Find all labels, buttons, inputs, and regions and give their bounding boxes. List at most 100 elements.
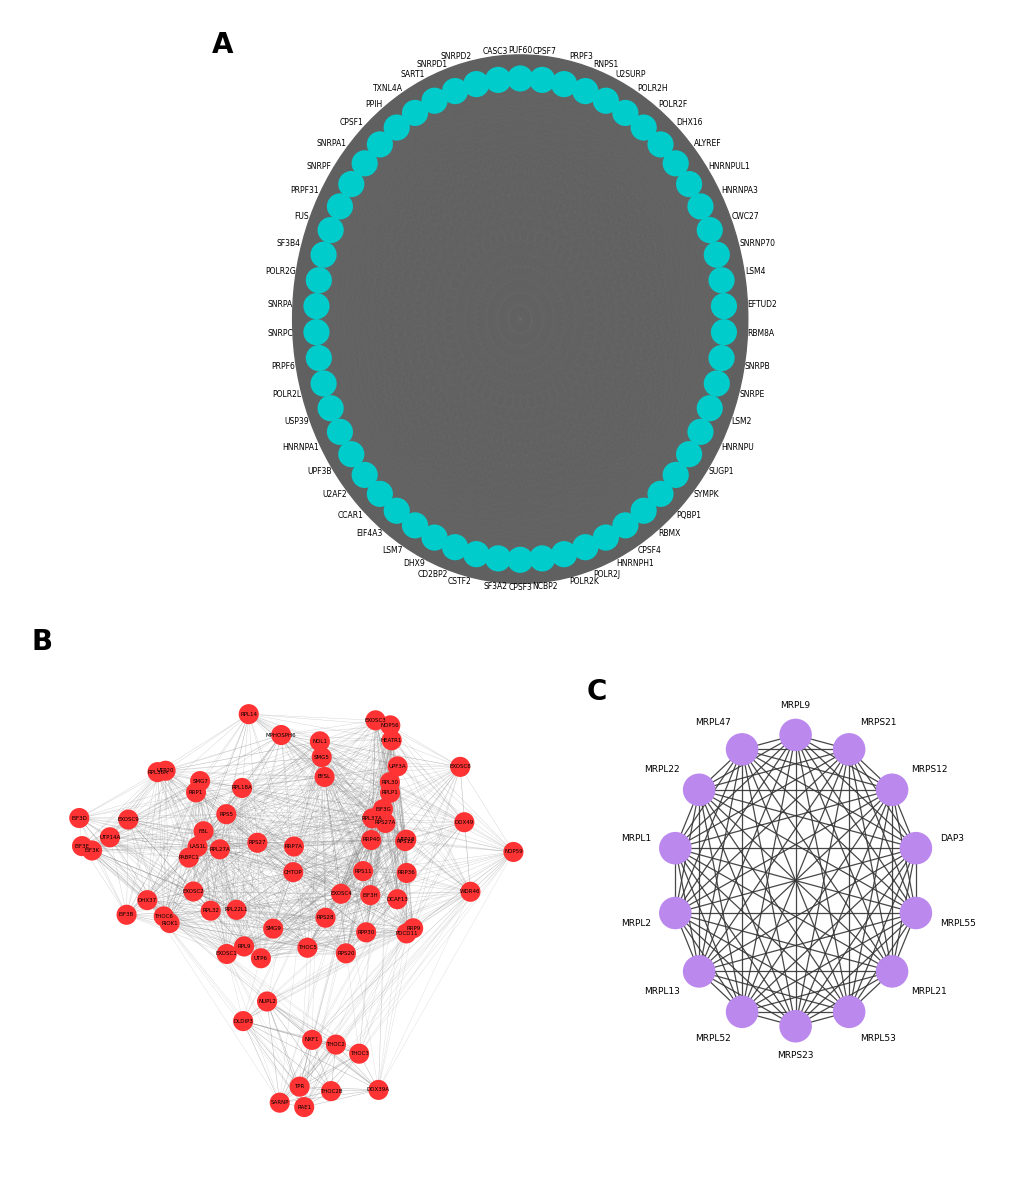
Circle shape bbox=[441, 534, 468, 560]
Circle shape bbox=[833, 995, 864, 1028]
Text: RPS11: RPS11 bbox=[354, 869, 372, 873]
Circle shape bbox=[148, 762, 167, 782]
Circle shape bbox=[303, 293, 329, 319]
Circle shape bbox=[485, 67, 511, 93]
Text: RBMX: RBMX bbox=[657, 530, 680, 539]
Circle shape bbox=[321, 1082, 340, 1102]
Circle shape bbox=[310, 241, 336, 268]
Text: DHX37: DHX37 bbox=[138, 897, 157, 903]
Circle shape bbox=[263, 918, 283, 939]
Text: EXOSC2: EXOSC2 bbox=[182, 889, 204, 894]
Text: UPF3B: UPF3B bbox=[307, 467, 331, 476]
Text: DDX39A: DDX39A bbox=[367, 1087, 389, 1092]
Circle shape bbox=[421, 525, 447, 551]
Text: POLR2G: POLR2G bbox=[265, 267, 296, 277]
Text: WDR46: WDR46 bbox=[460, 889, 480, 895]
Circle shape bbox=[271, 725, 291, 745]
Circle shape bbox=[283, 837, 304, 857]
Text: C: C bbox=[586, 678, 606, 707]
Circle shape bbox=[506, 65, 533, 91]
Circle shape bbox=[310, 732, 329, 752]
Text: MRPL9: MRPL9 bbox=[780, 701, 810, 710]
Text: MRPS21: MRPS21 bbox=[859, 717, 896, 727]
Circle shape bbox=[238, 704, 259, 725]
Circle shape bbox=[529, 67, 554, 93]
Circle shape bbox=[185, 782, 206, 803]
Text: A: A bbox=[211, 32, 232, 59]
Text: EXOSC9: EXOSC9 bbox=[117, 817, 139, 821]
Circle shape bbox=[362, 808, 382, 829]
Circle shape bbox=[352, 150, 377, 176]
Text: CSTF2: CSTF2 bbox=[447, 577, 471, 586]
Text: POLR2K: POLR2K bbox=[569, 577, 598, 586]
Text: TXNL4A: TXNL4A bbox=[373, 84, 403, 92]
Text: PUF60: PUF60 bbox=[507, 46, 532, 54]
Text: RPS27: RPS27 bbox=[249, 840, 266, 845]
Circle shape bbox=[449, 756, 470, 777]
Text: EIF3K: EIF3K bbox=[85, 847, 100, 853]
Circle shape bbox=[293, 1097, 314, 1117]
Circle shape bbox=[403, 918, 423, 939]
Circle shape bbox=[696, 395, 722, 421]
Circle shape bbox=[703, 370, 730, 397]
Text: RRP36: RRP36 bbox=[397, 870, 415, 876]
Circle shape bbox=[662, 150, 688, 176]
Circle shape bbox=[710, 319, 737, 345]
Circle shape bbox=[251, 948, 271, 968]
Circle shape bbox=[550, 71, 577, 97]
Circle shape bbox=[190, 771, 210, 791]
Text: PRPF3: PRPF3 bbox=[569, 52, 592, 61]
Text: U2SURP: U2SURP bbox=[615, 71, 646, 79]
Circle shape bbox=[298, 937, 317, 957]
Circle shape bbox=[387, 756, 408, 777]
Text: SF3B4: SF3B4 bbox=[276, 240, 301, 248]
Circle shape bbox=[682, 773, 714, 806]
Circle shape bbox=[331, 884, 351, 904]
Circle shape bbox=[401, 99, 428, 126]
Circle shape bbox=[592, 525, 619, 551]
Text: NOP59: NOP59 bbox=[503, 850, 522, 855]
Text: RNPS1: RNPS1 bbox=[592, 60, 618, 69]
Text: NOL1: NOL1 bbox=[312, 739, 327, 743]
Circle shape bbox=[726, 995, 757, 1028]
Circle shape bbox=[178, 847, 199, 868]
Circle shape bbox=[116, 904, 137, 924]
Text: PABPC1: PABPC1 bbox=[178, 855, 199, 860]
Text: RPL14: RPL14 bbox=[240, 712, 257, 716]
Text: CPSF3: CPSF3 bbox=[507, 584, 532, 592]
Text: DDX49: DDX49 bbox=[454, 819, 474, 825]
Text: EIF3E: EIF3E bbox=[74, 844, 90, 849]
Text: EFTUD2: EFTUD2 bbox=[747, 300, 776, 310]
Circle shape bbox=[306, 345, 331, 371]
Text: MRPL21: MRPL21 bbox=[911, 987, 947, 996]
Text: RPL9: RPL9 bbox=[237, 944, 251, 949]
Circle shape bbox=[210, 839, 229, 859]
Circle shape bbox=[317, 217, 343, 243]
Circle shape bbox=[314, 767, 334, 787]
Text: THOC6: THOC6 bbox=[154, 914, 173, 918]
Text: DHX9: DHX9 bbox=[403, 559, 424, 567]
Circle shape bbox=[379, 772, 399, 792]
Circle shape bbox=[779, 719, 811, 752]
Circle shape bbox=[353, 860, 373, 881]
Circle shape bbox=[726, 733, 757, 766]
Text: DLDIP3: DLDIP3 bbox=[233, 1019, 253, 1024]
Text: CPSF7: CPSF7 bbox=[532, 47, 556, 57]
Circle shape bbox=[899, 897, 931, 929]
Text: RPL37A: RPL37A bbox=[362, 816, 382, 820]
Text: CPSF1: CPSF1 bbox=[339, 118, 364, 128]
Text: MRPL22: MRPL22 bbox=[643, 765, 679, 774]
Circle shape bbox=[216, 804, 236, 824]
Circle shape bbox=[550, 541, 577, 567]
Text: EIF3G: EIF3G bbox=[375, 806, 390, 812]
Text: SNRPF: SNRPF bbox=[307, 162, 331, 171]
Circle shape bbox=[194, 821, 213, 842]
Circle shape bbox=[899, 832, 931, 864]
Circle shape bbox=[453, 812, 474, 832]
Circle shape bbox=[833, 733, 864, 766]
Circle shape bbox=[82, 840, 102, 860]
Text: MRPL53: MRPL53 bbox=[859, 1034, 895, 1044]
Circle shape bbox=[592, 87, 619, 113]
Text: THOC2: THOC2 bbox=[326, 1043, 345, 1047]
Text: RRP7A: RRP7A bbox=[284, 844, 303, 849]
